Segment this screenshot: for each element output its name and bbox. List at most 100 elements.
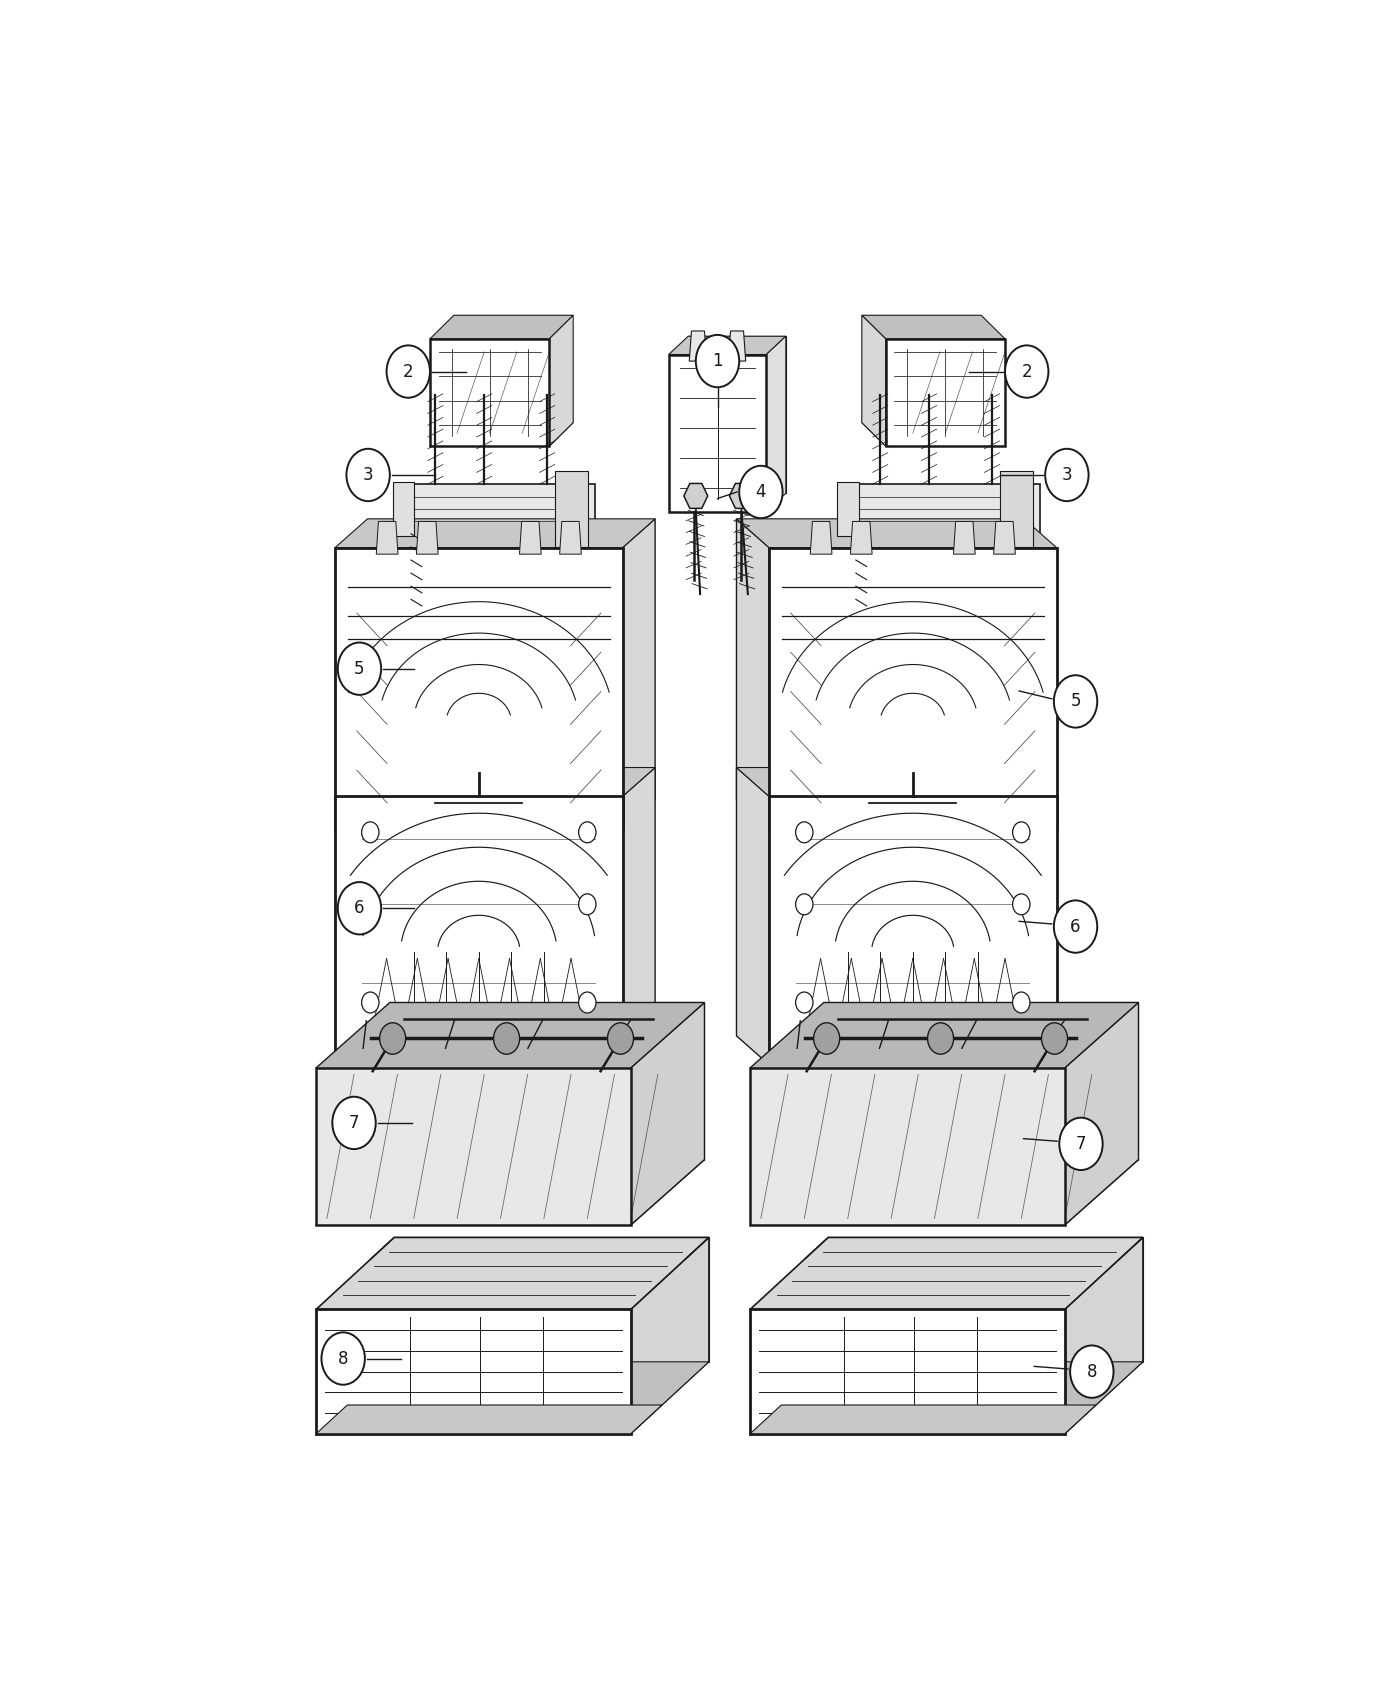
Polygon shape (736, 518, 1057, 547)
Circle shape (322, 1333, 365, 1385)
Polygon shape (805, 1238, 1142, 1260)
Polygon shape (840, 484, 1040, 534)
Circle shape (494, 1023, 519, 1054)
Polygon shape (1000, 471, 1033, 547)
Polygon shape (774, 830, 1051, 862)
Circle shape (332, 1096, 375, 1149)
Polygon shape (335, 767, 655, 796)
Polygon shape (430, 314, 573, 338)
Circle shape (1060, 1117, 1103, 1170)
Circle shape (1005, 345, 1049, 398)
Circle shape (739, 466, 783, 518)
Polygon shape (766, 337, 785, 512)
Polygon shape (623, 518, 655, 830)
Polygon shape (630, 1238, 708, 1433)
Polygon shape (736, 767, 1057, 796)
Polygon shape (1065, 1238, 1142, 1433)
Text: 8: 8 (337, 1350, 349, 1367)
Polygon shape (560, 522, 581, 554)
Polygon shape (549, 314, 573, 445)
Circle shape (361, 894, 379, 915)
Text: 3: 3 (1061, 466, 1072, 484)
Polygon shape (750, 1159, 1138, 1226)
Polygon shape (1065, 1003, 1138, 1226)
Polygon shape (416, 522, 438, 554)
Circle shape (361, 821, 379, 843)
Text: 2: 2 (403, 362, 413, 381)
Circle shape (337, 643, 381, 695)
Circle shape (337, 882, 381, 935)
Circle shape (379, 1023, 406, 1054)
Polygon shape (750, 1003, 1138, 1068)
Circle shape (795, 894, 813, 915)
Polygon shape (683, 483, 708, 508)
Polygon shape (850, 522, 872, 554)
Circle shape (361, 993, 379, 1013)
Circle shape (928, 1023, 953, 1054)
Polygon shape (623, 767, 655, 1064)
Polygon shape (316, 1404, 662, 1433)
Circle shape (1054, 901, 1098, 952)
Polygon shape (994, 522, 1015, 554)
Polygon shape (316, 1362, 708, 1433)
Text: 3: 3 (363, 466, 374, 484)
Polygon shape (669, 337, 785, 355)
Polygon shape (395, 1238, 708, 1362)
Circle shape (795, 993, 813, 1013)
Polygon shape (316, 1003, 704, 1068)
Polygon shape (340, 847, 633, 862)
Circle shape (1042, 1023, 1068, 1054)
Polygon shape (316, 1068, 630, 1226)
Polygon shape (395, 484, 595, 534)
Polygon shape (750, 1362, 1142, 1433)
Polygon shape (862, 314, 886, 445)
Polygon shape (689, 337, 785, 493)
Polygon shape (335, 518, 655, 547)
Polygon shape (811, 522, 832, 554)
Polygon shape (886, 338, 1005, 445)
Circle shape (1054, 675, 1098, 728)
Circle shape (346, 449, 389, 501)
Polygon shape (728, 332, 746, 360)
Circle shape (1012, 894, 1030, 915)
Polygon shape (556, 471, 588, 547)
Polygon shape (316, 1309, 630, 1433)
Text: 6: 6 (1070, 918, 1081, 935)
Circle shape (813, 1023, 840, 1054)
Circle shape (578, 894, 596, 915)
Circle shape (578, 993, 596, 1013)
Polygon shape (377, 522, 398, 554)
Text: 8: 8 (1086, 1363, 1098, 1380)
Polygon shape (750, 1309, 1065, 1433)
Circle shape (608, 1023, 634, 1054)
Polygon shape (829, 1238, 1142, 1362)
Polygon shape (316, 1159, 704, 1226)
Circle shape (696, 335, 739, 388)
Polygon shape (759, 847, 1051, 862)
Circle shape (1012, 993, 1030, 1013)
Polygon shape (669, 355, 766, 512)
Text: 7: 7 (349, 1114, 360, 1132)
Polygon shape (837, 481, 860, 537)
Polygon shape (862, 314, 1005, 338)
Polygon shape (769, 547, 1057, 830)
Polygon shape (335, 547, 623, 830)
Polygon shape (389, 1003, 704, 1159)
Polygon shape (736, 518, 769, 830)
Polygon shape (340, 830, 617, 862)
Polygon shape (316, 1238, 708, 1309)
Polygon shape (736, 767, 769, 1064)
Text: 5: 5 (1070, 692, 1081, 711)
Text: 6: 6 (354, 899, 364, 918)
Circle shape (578, 821, 596, 843)
Polygon shape (519, 522, 542, 554)
Polygon shape (689, 332, 707, 360)
Circle shape (1046, 449, 1089, 501)
Polygon shape (750, 1238, 1142, 1309)
Text: 2: 2 (1022, 362, 1032, 381)
Polygon shape (371, 1238, 708, 1260)
Circle shape (386, 345, 430, 398)
Circle shape (795, 821, 813, 843)
Circle shape (1012, 821, 1030, 843)
Polygon shape (750, 1068, 1065, 1226)
